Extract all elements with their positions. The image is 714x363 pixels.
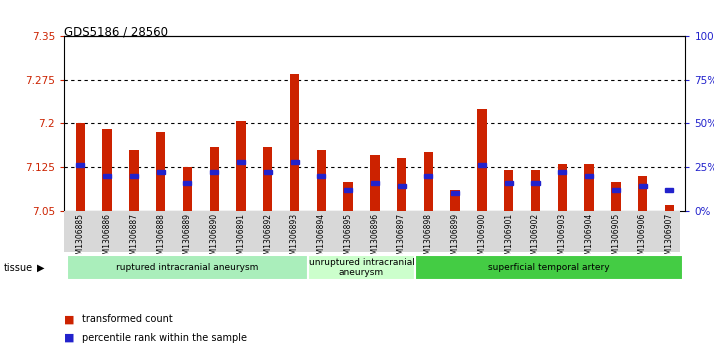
Text: ruptured intracranial aneurysm: ruptured intracranial aneurysm (116, 263, 258, 272)
Text: percentile rank within the sample: percentile rank within the sample (82, 333, 247, 343)
Bar (210, 170, 218, 174)
Bar (370, 155, 380, 211)
Bar (638, 184, 647, 188)
Bar (371, 181, 379, 185)
Text: GSM1306897: GSM1306897 (397, 213, 406, 264)
Bar (397, 158, 406, 211)
Bar (156, 170, 165, 174)
Bar (291, 160, 298, 164)
Bar (638, 176, 648, 211)
Bar (236, 121, 246, 211)
Text: ▶: ▶ (37, 263, 45, 273)
Bar (423, 152, 433, 211)
Bar (129, 150, 139, 211)
Bar (477, 109, 487, 211)
Text: GSM1306898: GSM1306898 (424, 213, 433, 264)
Text: GSM1306903: GSM1306903 (558, 213, 567, 264)
Text: GDS5186 / 28560: GDS5186 / 28560 (64, 25, 169, 38)
Text: GSM1306885: GSM1306885 (76, 213, 85, 264)
Text: GSM1306902: GSM1306902 (531, 213, 540, 264)
Text: GSM1306893: GSM1306893 (290, 213, 299, 264)
Bar (451, 190, 460, 211)
Text: GSM1306900: GSM1306900 (478, 213, 486, 264)
Bar (76, 123, 85, 211)
Text: GSM1306906: GSM1306906 (638, 213, 647, 264)
Text: GSM1306888: GSM1306888 (156, 213, 165, 264)
Bar (209, 147, 219, 211)
Text: GSM1306894: GSM1306894 (317, 213, 326, 264)
Text: GSM1306895: GSM1306895 (343, 213, 353, 264)
Bar (451, 191, 459, 195)
Text: GSM1306896: GSM1306896 (371, 213, 379, 264)
Text: GSM1306887: GSM1306887 (129, 213, 139, 264)
Bar (130, 174, 138, 178)
Bar (611, 182, 620, 211)
Text: GSM1306892: GSM1306892 (263, 213, 272, 264)
Text: superficial temporal artery: superficial temporal artery (488, 263, 610, 272)
Bar (612, 188, 620, 192)
Bar (237, 160, 245, 164)
Text: GSM1306901: GSM1306901 (504, 213, 513, 264)
Bar (103, 174, 111, 178)
Bar (665, 205, 674, 211)
Bar (584, 164, 594, 211)
Bar (263, 170, 272, 174)
Bar (263, 147, 273, 211)
Bar (531, 181, 540, 185)
Text: GSM1306890: GSM1306890 (210, 213, 218, 264)
Bar (558, 164, 567, 211)
Bar (504, 170, 513, 211)
Text: ■: ■ (64, 333, 75, 343)
Bar (344, 188, 352, 192)
Bar (308, 256, 415, 280)
Bar (317, 174, 326, 178)
Bar (290, 74, 299, 211)
Bar (478, 163, 486, 167)
Text: GSM1306891: GSM1306891 (236, 213, 246, 264)
Bar (398, 184, 406, 188)
Bar (183, 181, 191, 185)
Bar (424, 174, 433, 178)
Text: tissue: tissue (4, 263, 33, 273)
Bar (102, 129, 112, 211)
Bar (343, 182, 353, 211)
Bar (531, 170, 540, 211)
Bar (505, 181, 513, 185)
Text: GSM1306886: GSM1306886 (103, 213, 111, 264)
Text: unruptured intracranial
aneurysm: unruptured intracranial aneurysm (308, 258, 414, 277)
Bar (156, 132, 166, 211)
Text: GSM1306889: GSM1306889 (183, 213, 192, 264)
Text: GSM1306907: GSM1306907 (665, 213, 674, 264)
Bar (558, 170, 566, 174)
Text: GSM1306905: GSM1306905 (611, 213, 620, 264)
Bar (316, 150, 326, 211)
Text: GSM1306899: GSM1306899 (451, 213, 460, 264)
Text: ■: ■ (64, 314, 75, 325)
Bar (585, 174, 593, 178)
Bar (67, 256, 308, 280)
Bar (665, 188, 673, 192)
Bar (183, 167, 192, 211)
Text: transformed count: transformed count (82, 314, 173, 325)
Bar (76, 163, 84, 167)
Bar (415, 256, 683, 280)
Text: GSM1306904: GSM1306904 (585, 213, 593, 264)
